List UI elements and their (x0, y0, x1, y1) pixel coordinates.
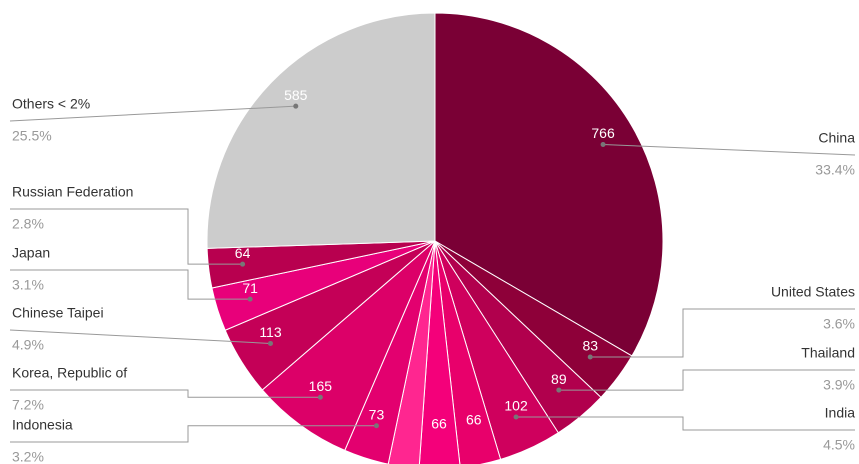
value-label: 102 (504, 398, 528, 414)
leader-line (558, 369, 855, 391)
percent-label: 2.8% (12, 216, 44, 232)
leader-line (516, 416, 855, 431)
value-label: 165 (309, 378, 333, 394)
leader-line (603, 143, 856, 156)
value-label: 766 (591, 125, 615, 141)
percent-label: 7.2% (12, 397, 44, 413)
percent-label: 3.1% (12, 277, 44, 293)
category-label: Thailand (801, 345, 855, 361)
pie-slice (261, 240, 436, 452)
value-label: 73 (369, 406, 385, 422)
pie-slice (418, 240, 461, 464)
leader-dot (317, 394, 323, 400)
value-label: 71 (242, 280, 258, 296)
leader-dot (513, 414, 519, 420)
percent-label: 33.4% (815, 162, 855, 178)
category-label: China (818, 130, 855, 146)
leader-line (10, 389, 321, 398)
percent-label: 3.9% (823, 377, 855, 393)
value-label: 83 (582, 338, 598, 354)
percent-label: 3.2% (12, 449, 44, 464)
pie-slice (434, 240, 502, 464)
leader-dot (556, 387, 562, 393)
leader-dot (373, 423, 379, 429)
category-label: Chinese Taipei (12, 305, 104, 321)
pie-slice (434, 12, 664, 357)
leader-dot (240, 261, 246, 267)
category-label: Others < 2% (12, 96, 90, 112)
category-label: United States (771, 284, 855, 300)
value-label: 66 (466, 412, 482, 428)
value-label: 66 (431, 415, 447, 431)
percent-label: 4.5% (823, 437, 855, 453)
percent-label: 4.9% (12, 337, 44, 353)
percent-label: 25.5% (12, 128, 52, 144)
value-label: 89 (551, 371, 567, 387)
leader-dot (600, 141, 606, 147)
value-label: 585 (284, 87, 308, 103)
leader-line (10, 425, 377, 443)
value-label: 64 (235, 245, 251, 261)
value-label: 113 (259, 324, 282, 340)
leader-line (9, 105, 296, 122)
leader-line (9, 329, 271, 344)
category-label: Indonesia (12, 417, 73, 433)
leader-line (590, 308, 855, 358)
leader-dot (293, 103, 299, 109)
leader-dot (247, 296, 253, 302)
leader-dot (587, 354, 593, 360)
category-label: Russian Federation (12, 184, 133, 200)
pie-slice (206, 12, 436, 249)
category-label: Korea, Republic of (12, 365, 127, 381)
percent-label: 3.6% (823, 316, 855, 332)
leader-line (10, 208, 243, 265)
leader-dot (267, 340, 273, 346)
category-label: Japan (12, 245, 50, 261)
category-label: India (825, 405, 856, 421)
leader-line (10, 269, 251, 300)
